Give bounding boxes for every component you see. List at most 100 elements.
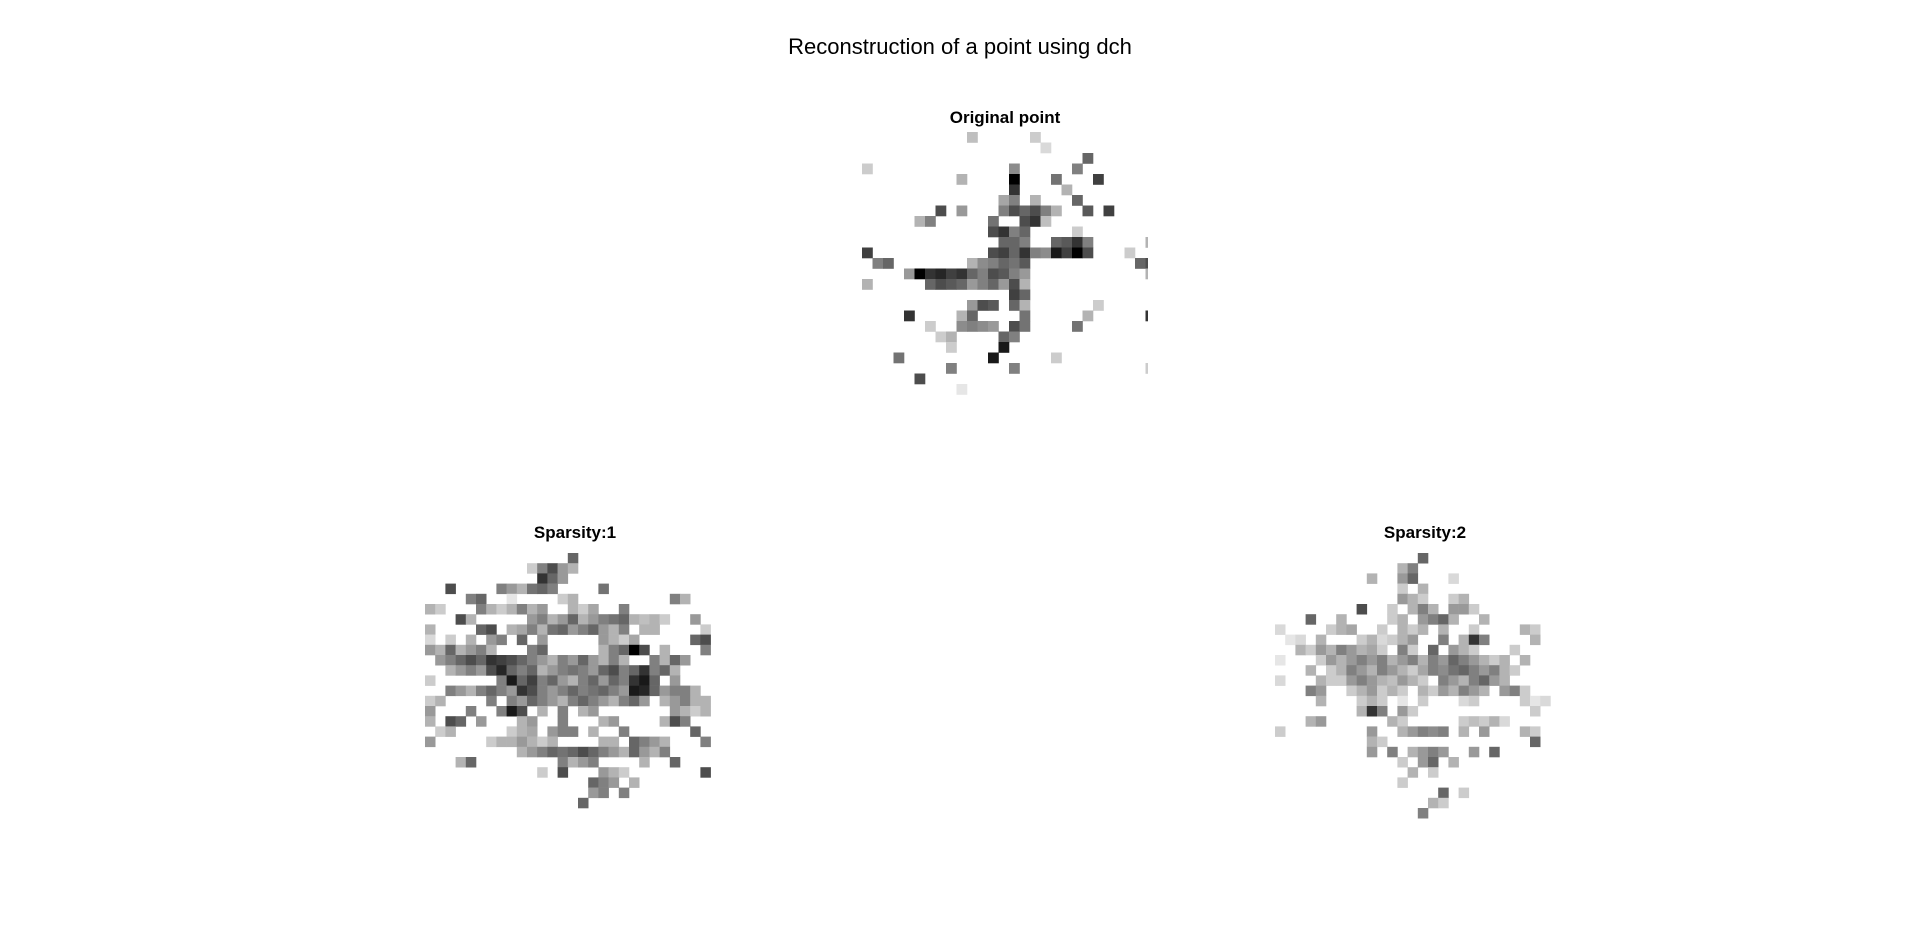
heatmap-cell xyxy=(588,777,599,788)
heatmap-cell xyxy=(1009,268,1020,280)
heatmap-cell xyxy=(700,736,711,748)
heatmap-cell xyxy=(567,726,579,737)
heatmap-cell xyxy=(1489,675,1500,686)
heatmap-cell xyxy=(1387,746,1398,758)
heatmap-cell xyxy=(598,583,609,595)
heatmap-cell xyxy=(1377,695,1388,707)
heatmap-cell xyxy=(506,665,518,676)
heatmap-cell xyxy=(998,247,1010,259)
heatmap-cell xyxy=(1458,655,1470,666)
heatmap-cell xyxy=(1315,695,1327,707)
heatmap-cell xyxy=(659,695,671,707)
heatmap-cell xyxy=(1458,787,1470,799)
heatmap-cell xyxy=(1530,624,1541,635)
heatmap-cell xyxy=(649,655,660,666)
heatmap-cell xyxy=(567,655,579,666)
heatmap-cell xyxy=(1417,808,1429,819)
heatmap-cell xyxy=(527,695,538,707)
heatmap-cell xyxy=(988,279,999,290)
heatmap-cell xyxy=(598,787,609,799)
heatmap-cell xyxy=(1051,247,1062,259)
heatmap-cell xyxy=(1019,310,1031,322)
heatmap-cell xyxy=(527,736,538,748)
heatmap-cell xyxy=(516,706,528,717)
heatmap-cell xyxy=(496,604,507,615)
heatmap-cell xyxy=(445,644,456,656)
heatmap-cell xyxy=(608,746,620,758)
heatmap-cell xyxy=(567,553,579,564)
heatmap-cell xyxy=(496,583,507,595)
heatmap-cell xyxy=(455,665,467,676)
heatmap-cell xyxy=(537,563,548,574)
heatmap-cell xyxy=(588,675,599,686)
heatmap-cell xyxy=(1051,237,1062,248)
heatmap-cell xyxy=(1519,695,1531,707)
heatmap-cell xyxy=(425,634,436,646)
heatmap-cell xyxy=(598,614,609,625)
heatmap-cell xyxy=(669,706,681,717)
heatmap-cell xyxy=(659,746,671,758)
heatmap-cell xyxy=(1072,237,1083,248)
heatmap-cell xyxy=(649,624,660,635)
heatmap-cell xyxy=(1072,195,1083,206)
heatmap-cell xyxy=(1438,746,1449,758)
heatmap-cell xyxy=(1366,634,1378,646)
heatmap-cell xyxy=(1407,634,1419,646)
heatmap-cell xyxy=(1397,777,1408,788)
heatmap-cell xyxy=(567,604,579,615)
heatmap-cell xyxy=(1397,757,1408,768)
heatmap-cell xyxy=(557,573,569,584)
heatmap-cell xyxy=(506,583,518,595)
heatmap-cell xyxy=(445,665,456,676)
heatmap-cell xyxy=(998,342,1010,353)
heatmap-cell xyxy=(547,655,558,666)
heatmap-cell xyxy=(998,205,1010,217)
heatmap-cell xyxy=(988,247,999,259)
heatmap-cell xyxy=(527,726,538,737)
heatmap-cell xyxy=(1417,583,1429,595)
heatmap-cell xyxy=(629,736,640,748)
heatmap-cell xyxy=(547,563,558,574)
heatmap-cell xyxy=(1377,624,1388,635)
heatmap-cell xyxy=(547,685,558,697)
heatmap-cell xyxy=(578,614,589,625)
heatmap-cell xyxy=(1326,624,1337,635)
heatmap-cell xyxy=(1145,310,1148,322)
heatmap-cell xyxy=(967,132,978,143)
heatmap-cell xyxy=(578,797,589,809)
heatmap-cell xyxy=(639,624,650,635)
heatmap-cell xyxy=(506,624,518,635)
heatmap-cell xyxy=(1019,279,1031,290)
heatmap-cell xyxy=(588,624,599,635)
heatmap-cell xyxy=(1540,695,1551,707)
heatmap-cell xyxy=(608,736,620,748)
heatmap-cell xyxy=(925,216,936,227)
heatmap-cell xyxy=(455,757,467,768)
heatmap-cell xyxy=(988,352,999,364)
heatmap-cell xyxy=(700,624,711,635)
heatmap-cell xyxy=(629,685,640,697)
heatmap-cell xyxy=(476,644,487,656)
heatmap-cell xyxy=(1438,675,1449,686)
heatmap-cell xyxy=(547,675,558,686)
heatmap-cell xyxy=(1030,216,1041,227)
heatmap-cell xyxy=(1530,706,1541,717)
heatmap-cell xyxy=(1082,310,1094,322)
heatmap-cell xyxy=(1499,716,1510,727)
heatmap-cell xyxy=(547,624,558,635)
heatmap-cell xyxy=(465,706,477,717)
heatmap-cell xyxy=(639,614,650,625)
heatmap-cell xyxy=(1366,675,1378,686)
heatmap-cell xyxy=(988,321,999,332)
heatmap-cell xyxy=(1346,675,1357,686)
heatmap-cell xyxy=(1093,300,1104,311)
heatmap-cell xyxy=(1305,665,1317,676)
heatmap-cell xyxy=(1009,331,1020,343)
heatmap-cell xyxy=(1397,695,1408,707)
heatmap-cell xyxy=(527,624,538,635)
heatmap-cell xyxy=(547,746,558,758)
heatmap-cell xyxy=(537,736,548,748)
heatmap-cell xyxy=(598,675,609,686)
heatmap-cell xyxy=(465,665,477,676)
heatmap-cell xyxy=(629,614,640,625)
